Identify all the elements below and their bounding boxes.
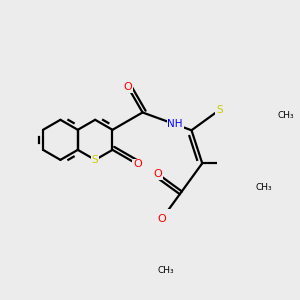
Text: O: O bbox=[154, 169, 162, 179]
Text: O: O bbox=[123, 82, 132, 92]
Text: S: S bbox=[216, 105, 223, 115]
Text: O: O bbox=[157, 214, 166, 224]
Text: NH: NH bbox=[167, 119, 183, 129]
Text: O: O bbox=[134, 159, 142, 170]
Text: S: S bbox=[92, 155, 98, 165]
Text: CH₃: CH₃ bbox=[256, 183, 272, 192]
Text: CH₃: CH₃ bbox=[277, 111, 294, 120]
Text: CH₃: CH₃ bbox=[158, 266, 174, 275]
